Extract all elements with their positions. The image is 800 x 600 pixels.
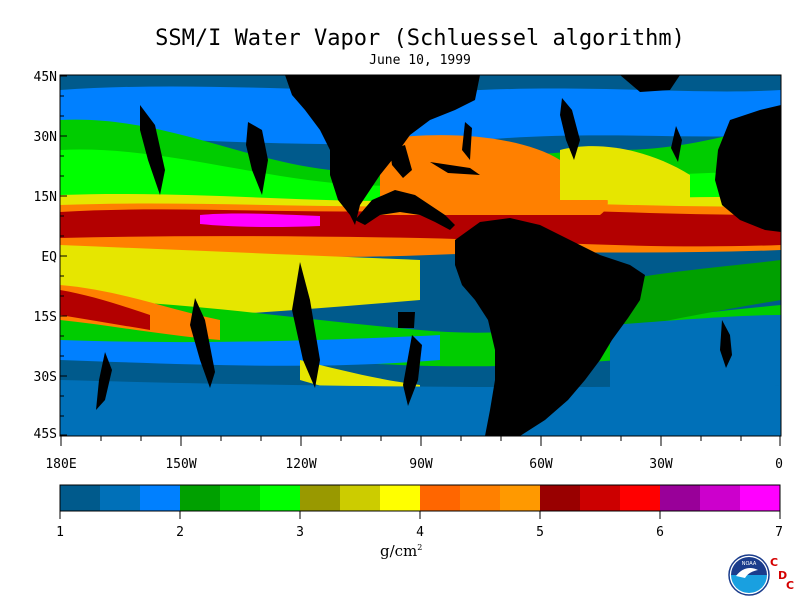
field-caribbean-yellow	[560, 146, 690, 200]
field-south-dry-blue	[60, 380, 781, 436]
colorbar-cell	[500, 485, 541, 511]
lon-label: 30W	[649, 457, 673, 472]
cdc-letter: D	[778, 569, 788, 582]
land-cuba	[430, 162, 480, 175]
colorbar-ticks	[59, 511, 781, 519]
colorbar-tick-label: 4	[416, 525, 424, 540]
colorbar-tick-label: 3	[296, 525, 304, 540]
lon-ticks	[60, 436, 781, 446]
field-atlantic-green	[620, 260, 781, 330]
field-south-red	[60, 290, 150, 330]
units-text: g/cm	[380, 542, 418, 560]
colorbar-tick-label: 5	[536, 525, 544, 540]
lat-label: 30S	[34, 370, 57, 385]
lat-ticks	[60, 75, 67, 436]
swath-gap	[190, 298, 215, 388]
colorbar-cells	[60, 485, 781, 511]
field-south-blue	[60, 335, 440, 366]
swath-gap	[462, 122, 472, 160]
colorbar-cell	[180, 485, 221, 511]
field-south-yellow	[60, 245, 420, 320]
land-central-america	[355, 190, 455, 230]
colorbar-cell	[460, 485, 501, 511]
land-greenland-edge	[620, 75, 680, 92]
colorbar-cell	[540, 485, 581, 511]
colorbar-units: g/cm2	[380, 542, 422, 560]
colorbar-cell	[580, 485, 621, 511]
land-north-america	[285, 75, 480, 225]
swath-gap	[140, 105, 165, 195]
lat-label: 45S	[34, 427, 57, 442]
land-africa	[715, 105, 781, 232]
colorbar-cell	[660, 485, 701, 511]
colorbar-cell	[220, 485, 261, 511]
land-florida	[390, 145, 412, 178]
cdc-logo: C D C	[770, 556, 798, 596]
lon-label: 180E	[45, 457, 76, 472]
map-title: SSM/I Water Vapor (Schluessel algorithm)	[155, 26, 685, 51]
lat-label: EQ	[41, 250, 57, 265]
colorbar-cell	[260, 485, 301, 511]
land-south-america	[455, 218, 645, 436]
colorbar-tick-label: 1	[56, 525, 64, 540]
field-caribbean-orange	[380, 135, 608, 215]
noaa-logo: NOAA	[728, 554, 770, 596]
lat-label: 15N	[34, 190, 57, 205]
swath-gap	[398, 312, 415, 328]
swath-gap	[246, 122, 268, 195]
lat-label: 15S	[34, 310, 57, 325]
lon-label: 150W	[165, 457, 196, 472]
noaa-text: NOAA	[742, 561, 757, 567]
colorbar-tick-label: 2	[176, 525, 184, 540]
lon-label: 90W	[409, 457, 433, 472]
colorbar-cell	[740, 485, 781, 511]
lon-label: 120W	[285, 457, 316, 472]
colorbar-cell	[340, 485, 381, 511]
colorbar-tick-label: 6	[656, 525, 664, 540]
swath-gap	[671, 126, 682, 162]
lat-label: 30N	[34, 130, 57, 145]
lat-label: 45N	[34, 70, 57, 85]
colorbar-cell	[60, 485, 101, 511]
colorbar-cell	[100, 485, 141, 511]
swath-gap	[403, 335, 422, 406]
colorbar-cell	[300, 485, 341, 511]
colorbar-cell	[140, 485, 181, 511]
colorbar-tick-label: 7	[775, 525, 783, 540]
colorbar-cell	[620, 485, 661, 511]
swath-gap	[560, 98, 580, 160]
colorbar-cell	[700, 485, 741, 511]
swath-gap	[292, 262, 320, 388]
lon-label: 0	[775, 457, 783, 472]
field-itcz-magenta	[200, 213, 320, 228]
map-date: June 10, 1999	[369, 53, 471, 68]
colorbar-cell	[380, 485, 421, 511]
units-superscript: 2	[417, 543, 423, 552]
lon-label: 60W	[529, 457, 553, 472]
map-field	[60, 75, 781, 436]
cdc-letter: C	[770, 556, 779, 569]
cdc-letter: C	[786, 579, 795, 592]
field-atlantic-blue	[610, 315, 781, 395]
swath-gap	[96, 352, 112, 410]
swath-gap	[720, 320, 732, 368]
colorbar-cell	[420, 485, 461, 511]
